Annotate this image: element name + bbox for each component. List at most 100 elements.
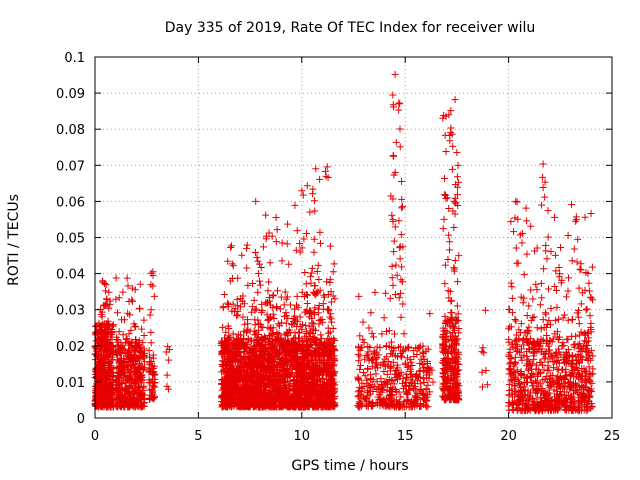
- data-point: [296, 313, 304, 321]
- point-cluster: [387, 70, 407, 289]
- data-point: [299, 321, 307, 329]
- data-point: [135, 304, 143, 312]
- data-point: [129, 360, 137, 368]
- data-point: [226, 366, 234, 374]
- data-point: [314, 353, 322, 361]
- data-point: [257, 264, 265, 272]
- data-point: [228, 260, 236, 268]
- data-point: [307, 381, 315, 389]
- data-point: [323, 163, 331, 171]
- data-point: [300, 235, 308, 243]
- data-point: [445, 231, 453, 239]
- data-point: [243, 393, 251, 401]
- data-point: [227, 390, 235, 398]
- data-point: [120, 374, 128, 382]
- data-point: [356, 365, 364, 373]
- data-point: [123, 274, 131, 282]
- data-point: [296, 248, 304, 256]
- data-point: [92, 328, 100, 336]
- data-point: [130, 394, 138, 402]
- data-point: [448, 130, 456, 138]
- data-point: [294, 303, 302, 311]
- data-point: [243, 241, 251, 249]
- data-point: [113, 348, 121, 356]
- data-point: [389, 281, 397, 289]
- data-point: [416, 367, 424, 375]
- data-point: [130, 400, 138, 408]
- data-point: [228, 351, 236, 359]
- data-point: [246, 327, 254, 335]
- data-point: [291, 312, 299, 320]
- data-point: [311, 282, 319, 290]
- data-point: [300, 381, 308, 389]
- data-point: [415, 367, 423, 375]
- data-point: [359, 336, 367, 344]
- data-point: [387, 338, 395, 346]
- data-point: [103, 389, 111, 397]
- data-point: [290, 345, 298, 353]
- data-point: [448, 165, 456, 173]
- data-point: [267, 359, 275, 367]
- data-point: [225, 332, 233, 340]
- data-point: [530, 355, 538, 363]
- data-point: [247, 398, 255, 406]
- data-point: [147, 306, 155, 314]
- data-point: [307, 309, 315, 317]
- data-point: [298, 288, 306, 296]
- data-point: [98, 402, 106, 410]
- data-point: [444, 255, 452, 263]
- data-point: [252, 197, 260, 205]
- data-point: [221, 390, 229, 398]
- data-point: [393, 388, 401, 396]
- data-point: [284, 393, 292, 401]
- data-point: [442, 365, 450, 373]
- data-point: [124, 365, 132, 373]
- data-point: [244, 316, 252, 324]
- data-point: [317, 331, 325, 339]
- data-point: [249, 363, 257, 371]
- data-point: [389, 377, 397, 385]
- data-point: [326, 242, 334, 250]
- data-point: [297, 398, 305, 406]
- data-point: [106, 297, 114, 305]
- data-point: [146, 311, 154, 319]
- data-point: [119, 288, 127, 296]
- data-point: [261, 363, 269, 371]
- data-point: [323, 278, 331, 286]
- data-point: [388, 211, 396, 219]
- data-point: [368, 362, 376, 370]
- data-point: [370, 355, 378, 363]
- data-point: [106, 340, 114, 348]
- data-point: [262, 383, 270, 391]
- data-point: [515, 336, 523, 344]
- data-point: [147, 394, 155, 402]
- data-point: [449, 142, 457, 150]
- data-point: [101, 345, 109, 353]
- data-point: [304, 291, 312, 299]
- point-cluster: [217, 335, 339, 411]
- data-point: [277, 334, 285, 342]
- data-point: [274, 392, 282, 400]
- data-point: [481, 306, 489, 314]
- data-point: [482, 367, 490, 375]
- data-point: [133, 342, 141, 350]
- data-point: [281, 370, 289, 378]
- data-point: [232, 357, 240, 365]
- data-point: [270, 353, 278, 361]
- data-point: [398, 353, 406, 361]
- data-point: [372, 360, 380, 368]
- data-point: [442, 147, 450, 155]
- data-point: [447, 297, 455, 305]
- data-point: [451, 348, 459, 356]
- data-point: [149, 370, 157, 378]
- data-point: [305, 358, 313, 366]
- data-point: [381, 380, 389, 388]
- data-point: [414, 377, 422, 385]
- data-point: [329, 335, 337, 343]
- data-point: [281, 352, 289, 360]
- data-point: [320, 341, 328, 349]
- data-point: [385, 343, 393, 351]
- data-point: [251, 343, 259, 351]
- data-point: [371, 382, 379, 390]
- data-point: [379, 358, 387, 366]
